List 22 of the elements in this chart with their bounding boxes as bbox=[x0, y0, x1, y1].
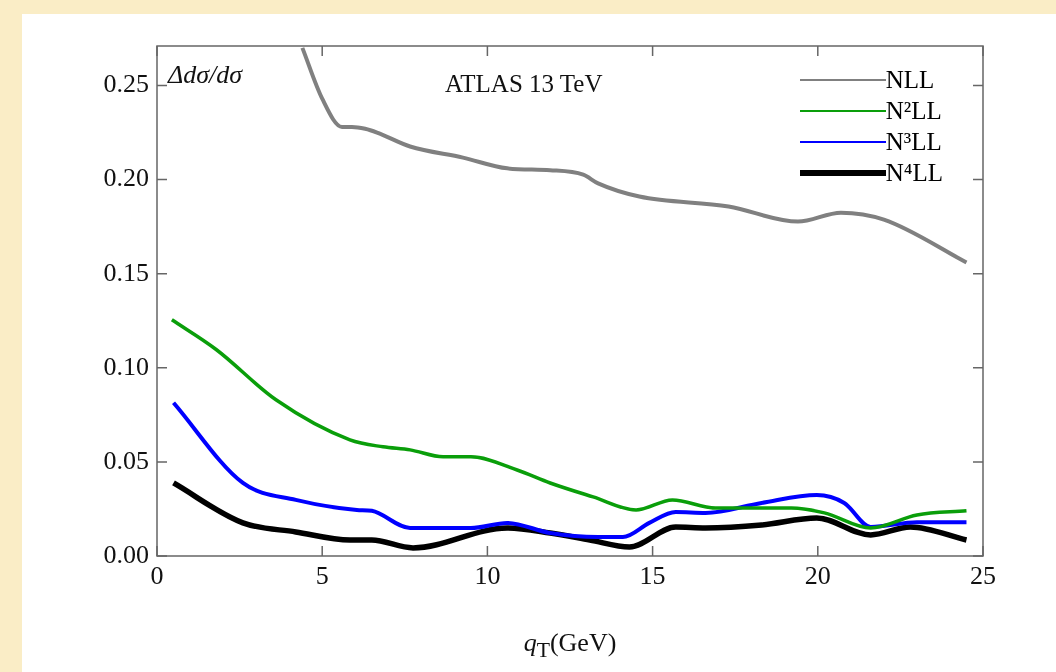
y-tick-label: 0.20 bbox=[103, 163, 149, 193]
x-tick-label: 5 bbox=[315, 561, 329, 591]
y-tick-label: 0.15 bbox=[103, 257, 149, 287]
line-series bbox=[171, 400, 969, 539]
y-tick-label: 0.10 bbox=[103, 351, 149, 381]
x-axis-title: q$_{T}$(GeV) bbox=[522, 628, 618, 664]
y-tick-label: 0.05 bbox=[103, 445, 149, 475]
x-tick-label: 20 bbox=[804, 561, 831, 591]
legend-label: N²LL bbox=[885, 96, 942, 125]
legend-label: NLL bbox=[885, 65, 935, 94]
annotation: ATLAS 13 TeV bbox=[445, 70, 603, 98]
line-series bbox=[170, 318, 969, 530]
legend-label: N³LL bbox=[885, 127, 942, 156]
y-tick-label: 0.00 bbox=[103, 539, 149, 569]
x-tick-label: 10 bbox=[474, 561, 501, 591]
legend-label: N⁴LL bbox=[885, 158, 943, 187]
line-series bbox=[300, 45, 969, 265]
x-tick-label: 25 bbox=[970, 561, 996, 591]
x-tick-label: 0 bbox=[150, 561, 164, 591]
y-tick-label: 0.25 bbox=[103, 69, 149, 99]
x-tick-label: 15 bbox=[639, 561, 666, 591]
y-axis-title: Δdσ/dσ bbox=[168, 60, 243, 90]
